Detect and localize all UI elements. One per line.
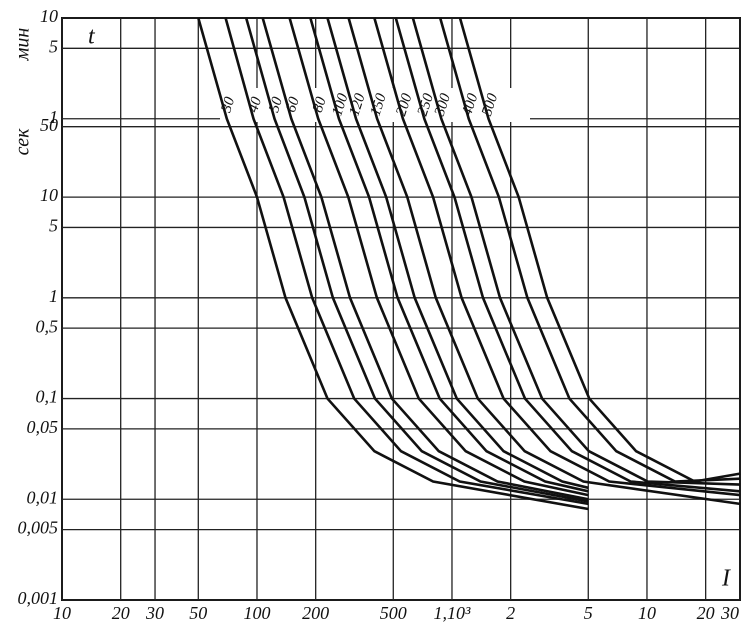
x-tick-label: 10	[53, 603, 71, 623]
curve-label: 400	[459, 91, 481, 118]
fuse-curve	[373, 17, 741, 497]
curve-label: 150	[368, 91, 390, 118]
fuse-curve	[244, 17, 589, 503]
y-tick-label: 0,01	[27, 487, 59, 507]
x-tick-label: 100	[243, 603, 270, 623]
y-tick-label: 0,5	[36, 316, 59, 336]
curve-label: 60	[283, 95, 303, 115]
y-tick-label: 10	[40, 185, 58, 205]
y-tick-label: 0,005	[18, 518, 59, 538]
x-tick-label: 200	[302, 603, 329, 623]
y-tick-label: 50	[40, 115, 58, 135]
fuse-curve	[261, 17, 589, 501]
y-tick-label: 0,001	[18, 588, 59, 608]
x-tick-label: 10	[638, 603, 656, 623]
x-tick-label: 1,10³	[434, 603, 472, 623]
fuse-curve	[438, 17, 741, 483]
x-tick-label: 2	[506, 603, 515, 623]
y-tick-label: 5	[49, 36, 58, 56]
fuse-curve	[288, 17, 589, 497]
y-tick-label: 1	[49, 286, 58, 306]
y-tick-label: 10	[40, 6, 58, 26]
x-tick-label: 20	[112, 603, 130, 623]
curve-label: 40	[245, 95, 265, 115]
curve-label: 300	[432, 91, 455, 119]
fuse-curve	[224, 17, 589, 506]
curve-label: 250	[415, 91, 437, 118]
y-unit-min: мин	[12, 28, 34, 62]
curve-label: 30	[218, 95, 238, 116]
curve-label: 500	[479, 91, 501, 118]
fuse-curve	[197, 17, 589, 511]
fuse-curve	[347, 17, 741, 506]
y-tick-label: 0,1	[36, 387, 59, 407]
x-axis-label: I	[721, 566, 731, 592]
fuse-curve	[326, 17, 589, 490]
y-unit-sec: сек	[12, 128, 34, 155]
x-tick-label: 30	[720, 603, 739, 623]
curve-label: 80	[310, 95, 330, 115]
curve-label: 50	[266, 95, 286, 115]
curve-label: 100	[329, 91, 351, 118]
y-tick-label: 1	[49, 107, 58, 127]
x-tick-label: 30	[145, 603, 164, 623]
curve-label: 120	[347, 91, 369, 118]
x-tick-label: 20	[697, 603, 715, 623]
y-axis-label: t	[88, 24, 96, 50]
fuse-curve	[411, 17, 741, 486]
y-tick-label: 5	[49, 216, 58, 236]
fuse-curve	[394, 17, 741, 493]
y-tick-label: 0,05	[27, 417, 59, 437]
x-tick-label: 5	[584, 603, 593, 623]
x-tick-label: 500	[380, 603, 407, 623]
curve-label: 200	[393, 91, 415, 118]
x-tick-label: 50	[189, 603, 207, 623]
fuse-curve	[309, 17, 589, 493]
fuse-curve	[458, 17, 741, 483]
